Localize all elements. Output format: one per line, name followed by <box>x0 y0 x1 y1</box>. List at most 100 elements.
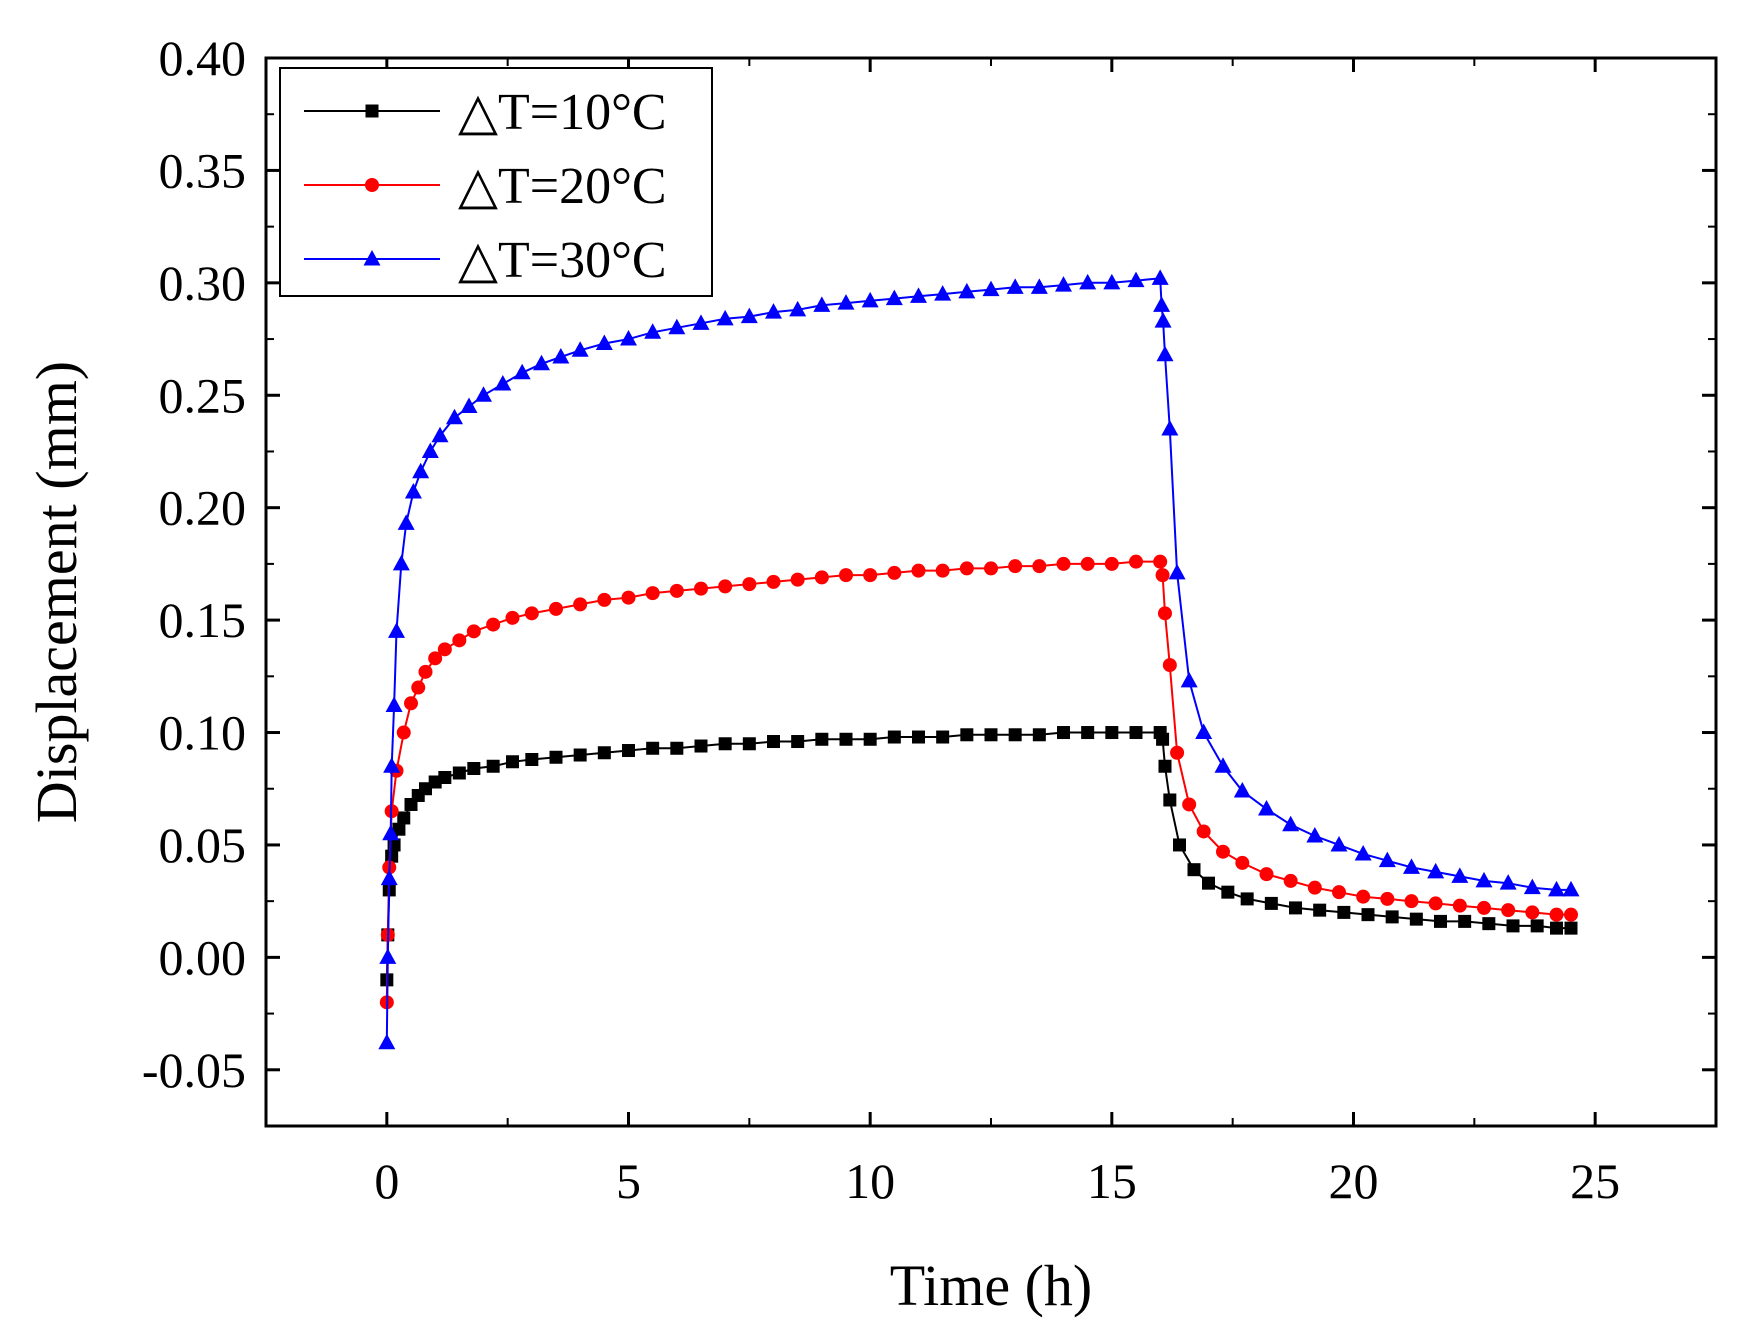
data-point <box>452 766 466 780</box>
data-point <box>959 561 974 576</box>
data-point <box>1307 880 1322 895</box>
data-point <box>1428 896 1443 911</box>
data-point <box>839 732 853 746</box>
data-point <box>646 741 660 755</box>
data-point <box>1182 797 1197 812</box>
y-tick-label: -0.05 <box>142 1042 246 1098</box>
data-point <box>887 730 901 744</box>
x-tick-label: 15 <box>1087 1153 1137 1209</box>
data-point <box>404 696 418 711</box>
data-point <box>385 849 399 863</box>
data-point <box>452 633 467 648</box>
data-point <box>1202 876 1215 890</box>
data-point <box>1499 874 1517 890</box>
series-line <box>385 560 1571 1003</box>
data-point <box>1158 606 1172 621</box>
data-point <box>1080 556 1095 571</box>
legend-entry-2: △T=20°C <box>304 158 667 215</box>
data-point <box>486 617 501 632</box>
y-tick-label: 0.10 <box>159 705 247 761</box>
y-tick-label: 0.05 <box>159 817 247 873</box>
data-point <box>513 363 531 380</box>
data-point <box>789 300 807 317</box>
data-point <box>839 568 853 583</box>
data-point <box>1103 273 1121 290</box>
data-point <box>438 770 452 784</box>
legend-label: △T=10°C <box>458 84 667 141</box>
data-point <box>383 757 401 773</box>
data-point <box>837 294 855 310</box>
data-point <box>790 572 805 587</box>
series-layer <box>378 269 1580 1050</box>
data-point <box>1409 912 1423 926</box>
data-point <box>1030 278 1048 294</box>
data-point <box>1354 844 1372 861</box>
data-point <box>1523 878 1541 895</box>
data-point <box>1163 793 1177 807</box>
data-point <box>1151 269 1169 285</box>
y-tick-label: 0.30 <box>159 255 247 311</box>
data-point <box>1501 903 1516 918</box>
data-point <box>1306 826 1324 843</box>
data-point <box>1427 862 1445 879</box>
data-point <box>1055 276 1072 292</box>
data-point <box>910 287 927 303</box>
data-point <box>1452 898 1467 913</box>
data-point <box>524 606 539 621</box>
y-tick-label: 0.25 <box>159 367 247 423</box>
data-point <box>887 565 902 580</box>
axes-layer: 0 5 10 15 20 25 -0.05 0.00 0.05 0.10 0.15 0.20 0.25 0… <box>142 30 1717 1209</box>
data-point <box>396 725 411 740</box>
data-point <box>418 664 433 679</box>
data-point <box>379 948 397 964</box>
data-point <box>466 624 481 639</box>
data-point <box>385 696 403 713</box>
data-point <box>1530 919 1544 933</box>
data-point <box>380 869 398 886</box>
data-point <box>814 570 829 585</box>
data-point <box>1404 894 1419 909</box>
data-point <box>1155 568 1170 583</box>
data-point <box>1378 851 1396 868</box>
data-point <box>1564 921 1578 935</box>
data-point <box>1337 905 1351 919</box>
legend-entry-3: △T=30°C <box>304 232 667 289</box>
data-point <box>1313 903 1327 917</box>
data-point <box>1081 726 1095 740</box>
data-point <box>1008 559 1023 574</box>
data-point <box>1434 914 1447 928</box>
x-axis-title: Time (h) <box>890 1253 1093 1318</box>
legend-label: △T=20°C <box>458 158 667 215</box>
data-point <box>404 482 422 499</box>
data-point <box>982 280 1000 297</box>
data-point <box>1282 815 1300 832</box>
data-point <box>525 753 539 767</box>
data-point <box>716 309 734 326</box>
data-point <box>885 289 903 306</box>
x-tick-label: 5 <box>616 1153 641 1209</box>
data-point <box>421 442 439 458</box>
data-point <box>1129 554 1143 569</box>
data-point <box>1214 757 1232 773</box>
data-point <box>1173 838 1186 852</box>
data-point <box>1562 880 1580 897</box>
data-point <box>1451 867 1469 883</box>
data-point <box>1221 885 1235 899</box>
data-point <box>1170 745 1185 760</box>
data-point <box>668 318 686 335</box>
data-point <box>645 586 660 601</box>
data-point <box>1240 892 1254 906</box>
data-point <box>813 296 831 312</box>
data-point <box>392 554 410 571</box>
legend-label: △T=30°C <box>458 232 667 289</box>
data-point <box>1032 728 1046 742</box>
data-point <box>1006 278 1024 294</box>
data-point <box>1156 345 1174 362</box>
data-point <box>460 397 478 414</box>
data-point <box>1548 880 1565 897</box>
data-point <box>1258 799 1275 816</box>
data-point <box>740 307 758 324</box>
data-point <box>1162 658 1177 673</box>
data-point <box>958 282 976 299</box>
